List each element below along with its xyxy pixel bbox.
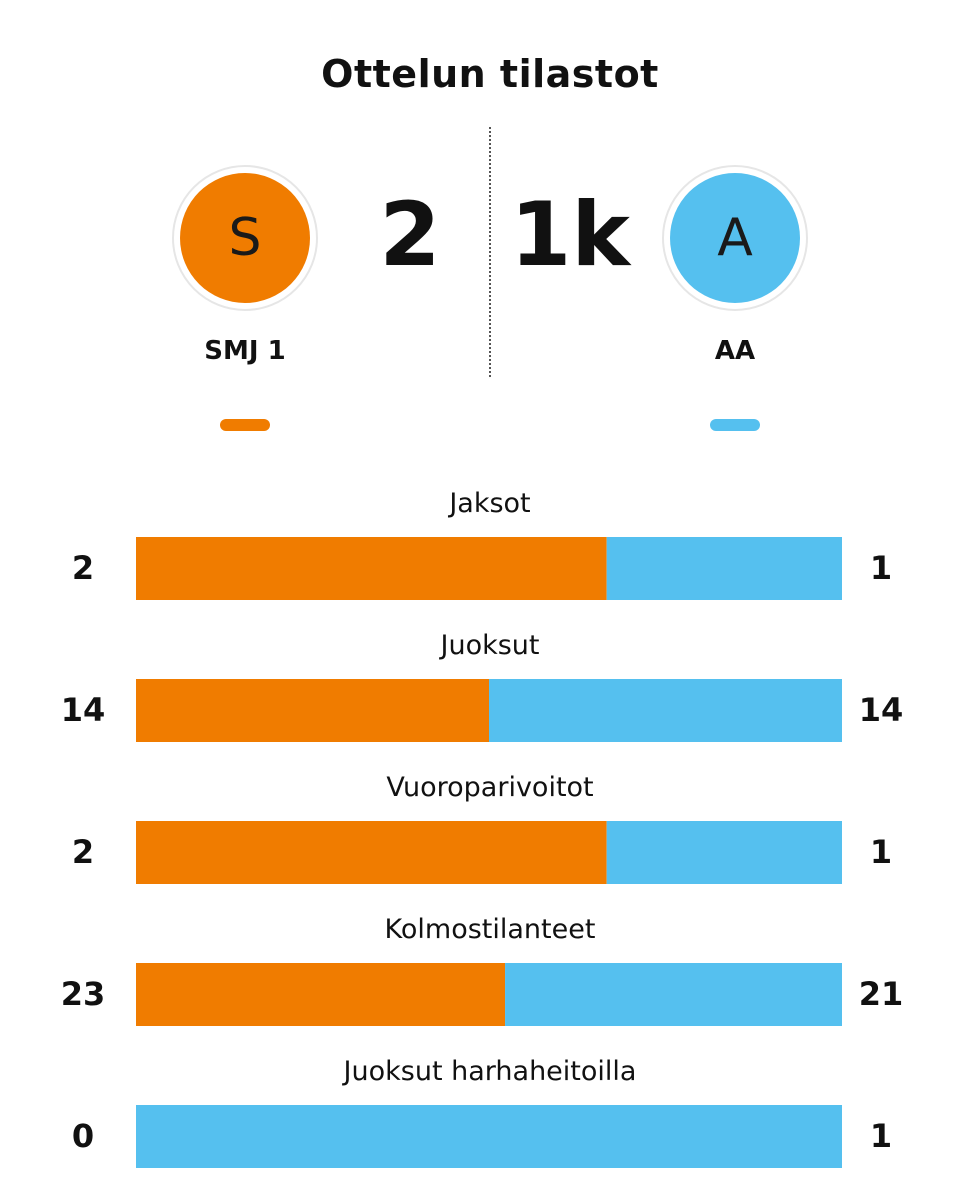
stat-bar-jaksot [136, 537, 842, 600]
home-color-pill [220, 419, 270, 431]
stat-label-juoksut-harhaheitoilla: Juoksut harhaheitoilla [343, 1056, 637, 1087]
stat-label-juoksut: Juoksut [440, 630, 540, 661]
away-team-initial: A [717, 208, 753, 268]
stat-bar-home-juoksut [136, 679, 489, 742]
stat-away-value-juoksut-harhaheitoilla: 1 [869, 1117, 893, 1155]
away-team-avatar: A [662, 165, 808, 311]
stat-label-vuoroparivoitot: Vuoroparivoitot [386, 772, 594, 803]
score-divider [489, 127, 491, 377]
stat-label-jaksot: Jaksot [449, 488, 531, 519]
stat-bar-away-jaksot [606, 537, 842, 600]
page-title: Ottelun tilastot [321, 52, 659, 96]
stat-home-value-juoksut-harhaheitoilla: 0 [71, 1117, 95, 1155]
home-team-score: 2 [379, 183, 441, 286]
stat-away-value-vuoroparivoitot: 1 [869, 833, 893, 871]
stat-bar-svg-jaksot [136, 537, 842, 600]
stat-away-value-kolmostilanteet: 21 [858, 975, 904, 1013]
stat-home-value-jaksot: 2 [71, 549, 95, 587]
stat-bar-juoksut [136, 679, 842, 742]
stat-bar-home-kolmostilanteet [136, 963, 506, 1026]
away-team-score: 1k [510, 183, 630, 286]
stat-bar-svg-juoksut [136, 679, 842, 742]
stat-bar-juoksut-harhaheitoilla [136, 1105, 842, 1168]
stat-bar-svg-juoksut-harhaheitoilla [136, 1105, 842, 1168]
stat-away-value-jaksot: 1 [869, 549, 893, 587]
away-color-pill [710, 419, 760, 431]
stat-bar-kolmostilanteet [136, 963, 842, 1026]
stat-bar-svg-kolmostilanteet [136, 963, 842, 1026]
stat-home-value-vuoroparivoitot: 2 [71, 833, 95, 871]
stat-bar-away-vuoroparivoitot [606, 821, 842, 884]
home-team-avatar-disc: S [180, 173, 310, 303]
away-team-name: AA [714, 336, 756, 366]
home-team-initial: S [228, 208, 262, 268]
stat-bar-home-vuoroparivoitot [136, 821, 607, 884]
stat-bar-away-juoksut-harhaheitoilla [136, 1105, 842, 1168]
stat-home-value-juoksut: 14 [60, 691, 106, 729]
home-team-name: SMJ 1 [204, 336, 286, 366]
stat-away-value-juoksut: 14 [858, 691, 904, 729]
stat-home-value-kolmostilanteet: 23 [60, 975, 106, 1013]
stat-label-kolmostilanteet: Kolmostilanteet [384, 914, 596, 945]
stat-bar-svg-vuoroparivoitot [136, 821, 842, 884]
stat-bar-away-kolmostilanteet [505, 963, 842, 1026]
stat-bar-vuoroparivoitot [136, 821, 842, 884]
away-team-avatar-disc: A [670, 173, 800, 303]
home-team-avatar: S [172, 165, 318, 311]
stat-bar-away-juoksut [489, 679, 842, 742]
stat-bar-home-jaksot [136, 537, 607, 600]
